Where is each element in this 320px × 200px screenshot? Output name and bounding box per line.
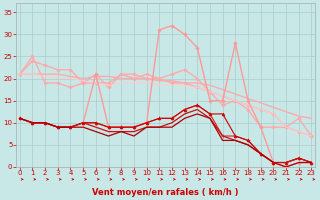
X-axis label: Vent moyen/en rafales ( km/h ): Vent moyen/en rafales ( km/h ) xyxy=(92,188,239,197)
